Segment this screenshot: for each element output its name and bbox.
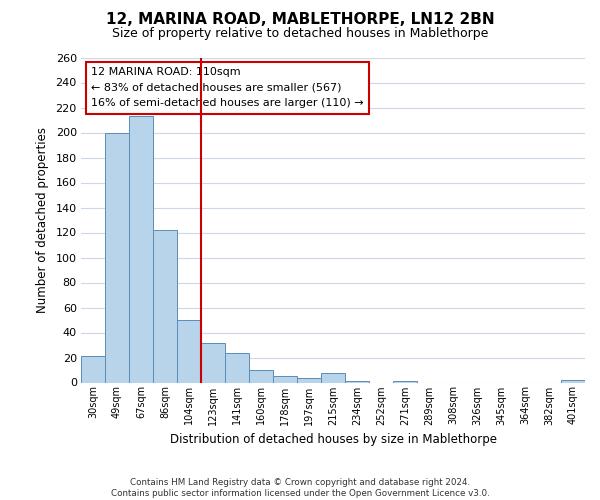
Bar (177, 320, 201, 382)
Bar (201, 342, 225, 382)
Bar (273, 376, 297, 382)
Bar (345, 381, 369, 382)
Text: Size of property relative to detached houses in Mablethorpe: Size of property relative to detached ho… (112, 28, 488, 40)
Bar (129, 116, 153, 382)
X-axis label: Distribution of detached houses by size in Mablethorpe: Distribution of detached houses by size … (170, 433, 497, 446)
Text: 12, MARINA ROAD, MABLETHORPE, LN12 2BN: 12, MARINA ROAD, MABLETHORPE, LN12 2BN (106, 12, 494, 28)
Bar (321, 372, 345, 382)
Bar (393, 381, 417, 382)
Bar (81, 356, 105, 382)
Bar (297, 378, 321, 382)
Bar (225, 352, 249, 382)
Y-axis label: Number of detached properties: Number of detached properties (35, 127, 49, 313)
Bar (561, 380, 585, 382)
Bar (249, 370, 273, 382)
Text: Contains HM Land Registry data © Crown copyright and database right 2024.
Contai: Contains HM Land Registry data © Crown c… (110, 478, 490, 498)
Bar (153, 230, 177, 382)
Text: 12 MARINA ROAD: 110sqm
← 83% of detached houses are smaller (567)
16% of semi-de: 12 MARINA ROAD: 110sqm ← 83% of detached… (91, 67, 364, 108)
Bar (105, 132, 129, 382)
